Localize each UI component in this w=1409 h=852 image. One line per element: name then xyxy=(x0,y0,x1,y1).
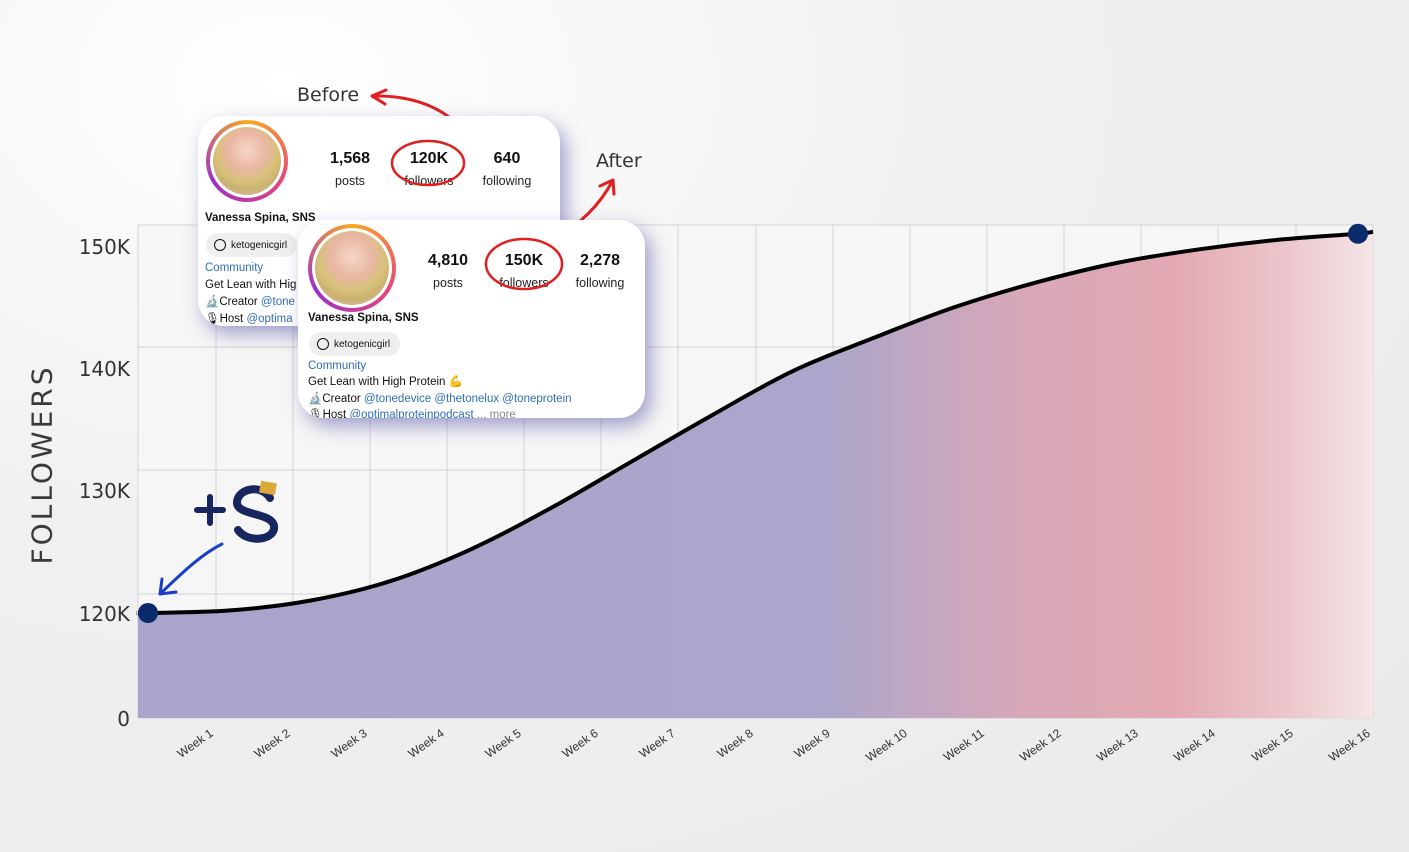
bio-line-1: Get Lean with High Protein 💪 xyxy=(308,376,463,388)
y-tick-label: 150K xyxy=(79,235,131,259)
bio-2-prefix: 🔬Creator xyxy=(308,393,364,405)
followers-count: 150K xyxy=(504,252,544,269)
plus-s-logo xyxy=(194,480,278,543)
posts-count: 1,568 xyxy=(329,150,371,167)
category-text: Community xyxy=(308,360,367,372)
bio-3-link[interactable]: @optimalproteinpodcast xyxy=(349,409,474,418)
bio-more-link[interactable]: ... more xyxy=(473,409,516,418)
x-tick-label: Week 1 xyxy=(175,726,216,761)
bio-3-prefix: 🎙Host xyxy=(308,409,350,418)
bio-3-link[interactable]: @optima xyxy=(246,313,293,325)
after-profile-card: 4,810 posts 150K followers 2,278 followi… xyxy=(298,220,645,418)
x-tick-label: Week 6 xyxy=(560,726,601,761)
posts-label: posts xyxy=(335,174,365,188)
following-stat: 2,278 following xyxy=(555,252,645,290)
x-tick-label: Week 8 xyxy=(715,726,756,761)
bio-line-2: 🔬Creator @tonedevice @thetonelux @tonepr… xyxy=(308,391,572,408)
avatar xyxy=(308,224,396,312)
category-text: Community xyxy=(205,262,264,274)
x-tick-labels: Week 1 Week 2 Week 3 Week 4 Week 5 Week 6 Week… xyxy=(175,726,1373,765)
bio-line-3: 🎙Host @optimalproteinpodcast ... more xyxy=(308,407,516,418)
x-tick-label: Week 12 xyxy=(1017,726,1064,765)
after-annotation: After xyxy=(596,150,642,172)
followers-circle xyxy=(484,237,564,291)
x-tick-label: Week 9 xyxy=(792,726,833,761)
x-tick-label: Week 4 xyxy=(406,726,447,761)
x-tick-label: Week 3 xyxy=(329,726,370,761)
threads-chip[interactable]: ketogenicgirl xyxy=(309,332,401,356)
threads-icon xyxy=(317,338,329,350)
avatar xyxy=(206,120,288,202)
y-tick-label: 130K xyxy=(79,479,131,503)
x-tick-label: Week 2 xyxy=(252,726,293,761)
end-marker xyxy=(1348,223,1368,244)
x-tick-label: Week 11 xyxy=(941,726,987,764)
profile-name: Vanessa Spina, SNS xyxy=(308,312,419,324)
following-count: 640 xyxy=(493,150,521,167)
followers-count: 120K xyxy=(409,150,449,167)
profile-category: Community xyxy=(308,358,366,375)
x-tick-label: Week 14 xyxy=(1171,726,1218,765)
y-tick-label: 140K xyxy=(79,357,131,381)
y-axis-title: FOLLOWERS xyxy=(25,364,59,565)
y-tick-label: 0 xyxy=(117,707,130,731)
bio-2-prefix: 🔬Creator xyxy=(205,296,261,308)
logo-arrow xyxy=(158,542,224,596)
following-label: following xyxy=(482,174,532,188)
posts-stat: 4,810 posts xyxy=(403,252,493,290)
profile-category: Community xyxy=(205,260,263,277)
profile-name: Vanessa Spina, SNS xyxy=(205,212,316,224)
x-tick-label: Week 7 xyxy=(637,726,678,761)
bio-2-link[interactable]: @tone xyxy=(260,296,295,308)
following-stat: 640 following xyxy=(462,150,552,188)
threads-icon xyxy=(214,239,226,251)
following-count: 2,278 xyxy=(579,252,621,269)
y-tick-labels: 0 120K 130K 140K 150K xyxy=(79,235,131,731)
threads-handle: ketogenicgirl xyxy=(231,239,288,251)
bio-line-1: Get Lean with Hig xyxy=(205,279,297,291)
x-tick-label: Week 5 xyxy=(483,726,524,761)
bio-line-2: 🔬Creator @tone xyxy=(205,294,295,311)
x-tick-label: Week 15 xyxy=(1249,726,1296,765)
y-tick-label: 120K xyxy=(79,602,131,626)
following-label: following xyxy=(575,276,625,290)
markers xyxy=(138,223,1368,623)
threads-chip[interactable]: ketogenicgirl xyxy=(206,233,298,257)
posts-label: posts xyxy=(433,276,463,290)
x-tick-label: Week 13 xyxy=(1094,726,1141,765)
bio-2-link[interactable]: @tonedevice @thetonelux @toneprotein xyxy=(363,393,572,405)
series-line xyxy=(135,229,1374,616)
x-tick-label: Week 10 xyxy=(863,726,910,765)
posts-stat: 1,568 posts xyxy=(305,150,395,188)
followers-circle xyxy=(390,139,466,187)
threads-handle: ketogenicgirl xyxy=(334,338,391,350)
start-marker xyxy=(138,603,158,623)
bio-3-prefix: 🎙Host xyxy=(205,313,247,325)
area-fill xyxy=(137,231,1373,718)
posts-count: 4,810 xyxy=(427,252,469,269)
x-tick-label: Week 16 xyxy=(1326,726,1373,765)
bio-line-3: 🎙Host @optima xyxy=(205,311,293,326)
before-annotation: Before xyxy=(297,84,360,106)
